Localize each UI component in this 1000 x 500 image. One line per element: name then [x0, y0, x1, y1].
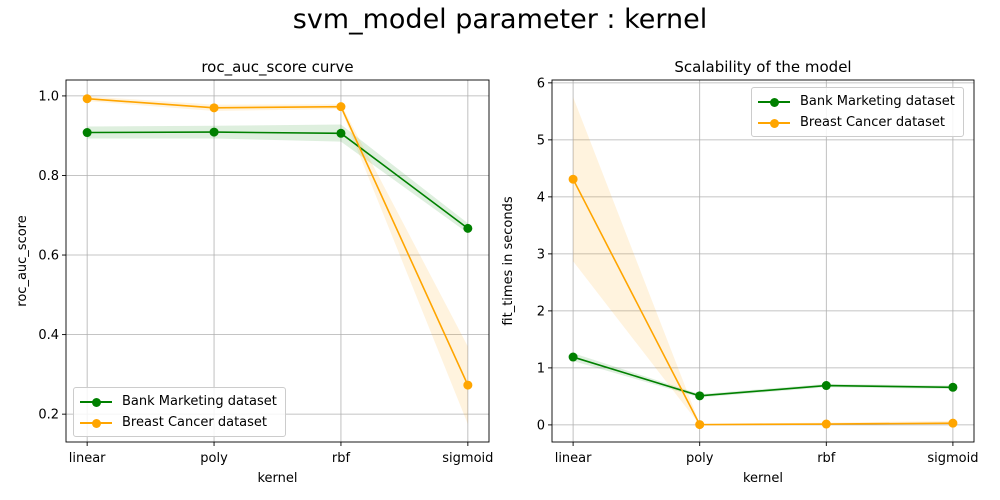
legend-swatch-bank	[758, 96, 790, 108]
chart1-point-cancer-rbf	[336, 102, 346, 112]
legend-entry-cancer: Breast Cancer dataset	[80, 412, 277, 433]
chart2-point-bank-sigmoid	[948, 382, 958, 392]
chart2-point-bank-poly	[695, 391, 705, 401]
legend-swatch-cancer	[80, 417, 112, 429]
chart1-y-tick-label-1: 0.4	[38, 328, 59, 343]
chart2-x-tick-label-rbf: rbf	[817, 451, 836, 466]
chart1-x-tick-label-rbf: rbf	[332, 451, 351, 466]
chart2-line-bank	[572, 356, 953, 397]
chart2-point-cancer-linear	[568, 174, 578, 184]
chart2-y-tick-label-6: 6	[537, 76, 545, 91]
chart1-line-bank	[87, 131, 469, 230]
legend-label-cancer: Breast Cancer dataset	[122, 415, 267, 430]
chart1-point-bank-linear	[82, 128, 92, 138]
chart2-point-cancer-sigmoid	[948, 418, 958, 428]
chart1-y-tick-label-2: 0.6	[38, 249, 59, 264]
legend-swatch-bank	[80, 396, 112, 408]
chart2-line-cancer	[572, 178, 953, 426]
chart2-x-tick-label-linear: linear	[555, 451, 592, 466]
legend-roc-auc: Bank Marketing dataset Breast Cancer dat…	[73, 387, 286, 437]
chart2-y-tick-label-5: 5	[537, 133, 545, 148]
chart2-point-cancer-poly	[695, 420, 705, 430]
chart2-y-axis-label: fit_times in seconds	[501, 196, 516, 325]
legend-entry-bank: Bank Marketing dataset	[80, 391, 277, 412]
chart1-y-tick-label-0: 0.2	[38, 408, 59, 423]
chart2-point-bank-rbf	[821, 381, 831, 391]
chart1-x-tick-label-poly: poly	[200, 451, 228, 466]
chart1-x-tick-label-sigmoid: sigmoid	[442, 451, 493, 466]
chart1-point-bank-poly	[209, 127, 219, 137]
chart2-x-tick-label-poly: poly	[686, 451, 714, 466]
chart1-point-cancer-linear	[82, 94, 92, 104]
chart2-y-tick-label-0: 0	[537, 418, 545, 433]
chart1-x-axis-label: kernel	[257, 471, 297, 486]
legend-entry-cancer: Breast Cancer dataset	[758, 112, 955, 133]
chart1-y-tick-label-3: 0.8	[38, 169, 59, 184]
chart2-x-axis-label: kernel	[743, 471, 783, 486]
chart1-point-bank-sigmoid	[463, 223, 473, 233]
chart2-title: Scalability of the model	[674, 58, 851, 76]
legend-label-bank: Bank Marketing dataset	[800, 94, 955, 109]
legend-label-bank: Bank Marketing dataset	[122, 394, 277, 409]
chart1-point-bank-rbf	[336, 128, 346, 138]
chart1-title: roc_auc_score curve	[201, 58, 353, 77]
legend-entry-bank: Bank Marketing dataset	[758, 91, 955, 112]
chart2-x-tick-label-sigmoid: sigmoid	[927, 451, 978, 466]
chart2-point-cancer-rbf	[821, 419, 831, 429]
figure-suptitle: svm_model parameter : kernel	[292, 4, 708, 35]
chart2-y-tick-label-4: 4	[537, 190, 545, 205]
legend-label-cancer: Breast Cancer dataset	[800, 115, 945, 130]
chart1-y-axis-label: roc_auc_score	[15, 215, 30, 306]
chart1-axes-frame	[65, 79, 490, 443]
chart1-y-tick-label-4: 1.0	[38, 89, 59, 104]
chart1-band-cancer	[87, 96, 468, 425]
chart2-band-cancer	[573, 97, 953, 425]
chart2-y-tick-label-1: 1	[537, 361, 545, 376]
legend-swatch-cancer	[758, 117, 790, 129]
chart1-band-bank	[87, 124, 468, 234]
chart1-line-cancer	[87, 97, 469, 386]
chart1-point-cancer-sigmoid	[463, 380, 473, 390]
chart2-y-tick-label-2: 2	[537, 304, 545, 319]
chart2-point-bank-linear	[568, 352, 578, 362]
chart2-axes-frame	[551, 79, 975, 443]
chart1-x-tick-label-linear: linear	[69, 451, 106, 466]
chart1-point-cancer-poly	[209, 103, 219, 113]
chart2-y-tick-label-3: 3	[537, 247, 545, 262]
legend-scalability: Bank Marketing dataset Breast Cancer dat…	[751, 87, 964, 137]
